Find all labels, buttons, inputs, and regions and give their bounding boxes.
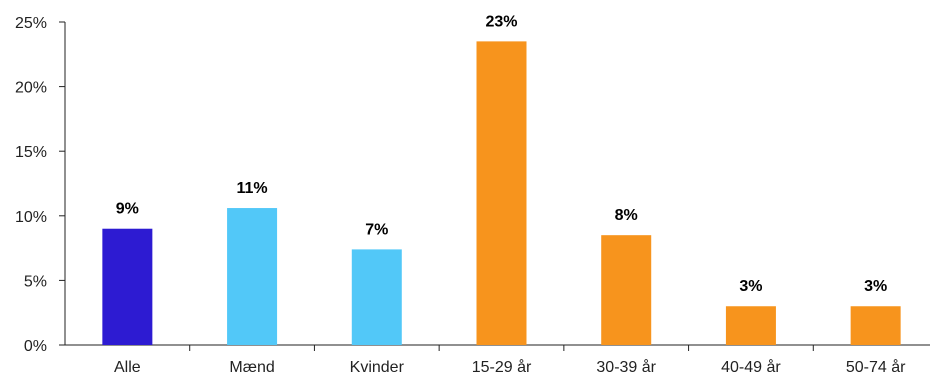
x-category-label: 15-29 år — [472, 358, 532, 376]
data-label-5: 8% — [615, 207, 638, 224]
y-tick-label: 25% — [15, 15, 47, 32]
y-tick-label: 10% — [15, 209, 47, 226]
y-tick-label: 0% — [24, 338, 47, 355]
bar-4 — [476, 41, 527, 345]
data-label-3: 7% — [365, 221, 388, 238]
data-labels: 9% 11% 7% 23% 8% 3% 3% — [116, 13, 887, 295]
bar-1 — [102, 228, 153, 345]
x-axis: Alle Mænd Kvinder 15-29 år 30-39 år 40-49 år 5… — [65, 344, 930, 376]
bar-3 — [351, 249, 402, 345]
y-tick-label: 15% — [15, 144, 47, 161]
data-label-1: 9% — [116, 201, 139, 218]
x-category-label: 40-49 år — [721, 358, 781, 376]
bars — [102, 41, 901, 345]
bar-6 — [725, 306, 776, 345]
data-label-2: 11% — [237, 180, 268, 197]
bar-7 — [850, 306, 901, 345]
data-label-4: 23% — [485, 13, 517, 30]
x-category-label: Mænd — [229, 359, 274, 376]
x-category-label: 50-74 år — [846, 358, 906, 376]
data-label-7: 3% — [864, 278, 887, 295]
data-label-6: 3% — [739, 278, 762, 295]
bar-5 — [601, 235, 652, 345]
y-tick-label: 5% — [24, 273, 47, 290]
y-axis: 0% 5% 10% 15% 20% 25% — [15, 15, 66, 355]
x-category-label: Kvinder — [350, 359, 405, 376]
bar-2 — [227, 208, 278, 345]
x-category-label: 30-39 år — [596, 358, 656, 376]
x-category-label: Alle — [114, 359, 141, 376]
y-tick-label: 20% — [15, 80, 47, 97]
